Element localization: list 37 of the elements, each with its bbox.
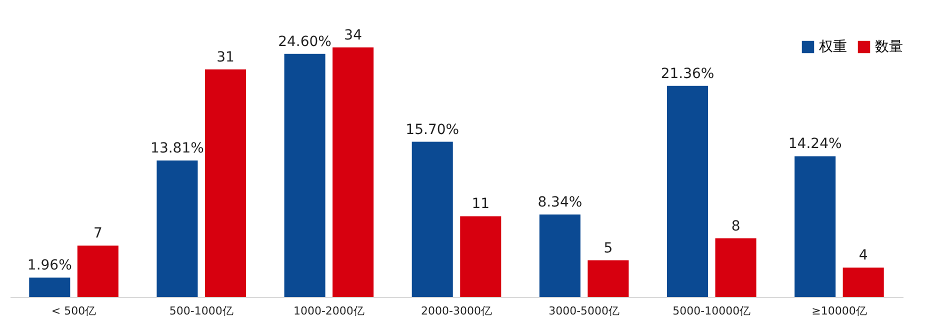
bar xyxy=(332,47,374,297)
x-tick-label: 500-1000亿 xyxy=(169,304,234,318)
data-label: 14.24% xyxy=(788,136,842,152)
data-label: 34 xyxy=(344,27,362,44)
bar xyxy=(29,278,70,297)
data-label: 11 xyxy=(472,196,490,212)
data-label: 31 xyxy=(216,49,234,66)
bar xyxy=(539,214,580,297)
bar xyxy=(412,142,453,297)
x-tick-label: 3000-5000亿 xyxy=(548,304,620,318)
legend-label: 权重 xyxy=(818,39,847,55)
x-tick-label: < 500亿 xyxy=(51,304,96,318)
x-tick-label: 1000-2000亿 xyxy=(293,304,364,318)
legend-label: 数量 xyxy=(875,39,903,55)
data-label: 7 xyxy=(93,226,102,242)
data-label: 5 xyxy=(604,240,613,256)
bar xyxy=(284,54,326,297)
data-label: 8.34% xyxy=(538,194,582,211)
data-label: 1.96% xyxy=(27,258,72,274)
bar xyxy=(842,268,884,297)
bar xyxy=(77,246,118,297)
bar xyxy=(666,86,708,297)
data-label: 21.36% xyxy=(660,66,714,82)
data-label: 13.81% xyxy=(150,140,204,156)
bar xyxy=(588,260,629,297)
bar xyxy=(794,156,836,297)
data-label: 8 xyxy=(731,218,740,234)
bar xyxy=(460,216,502,297)
data-label: 15.70% xyxy=(406,122,460,138)
data-label: 4 xyxy=(858,248,868,264)
bar xyxy=(715,238,756,297)
x-tick-label: 2000-3000亿 xyxy=(421,304,492,318)
bar xyxy=(204,69,246,297)
data-label: 24.60% xyxy=(278,34,332,50)
x-tick-label: ≥10000亿 xyxy=(812,304,867,318)
bar xyxy=(156,160,198,297)
x-tick-label: 5000-10000亿 xyxy=(672,304,751,318)
